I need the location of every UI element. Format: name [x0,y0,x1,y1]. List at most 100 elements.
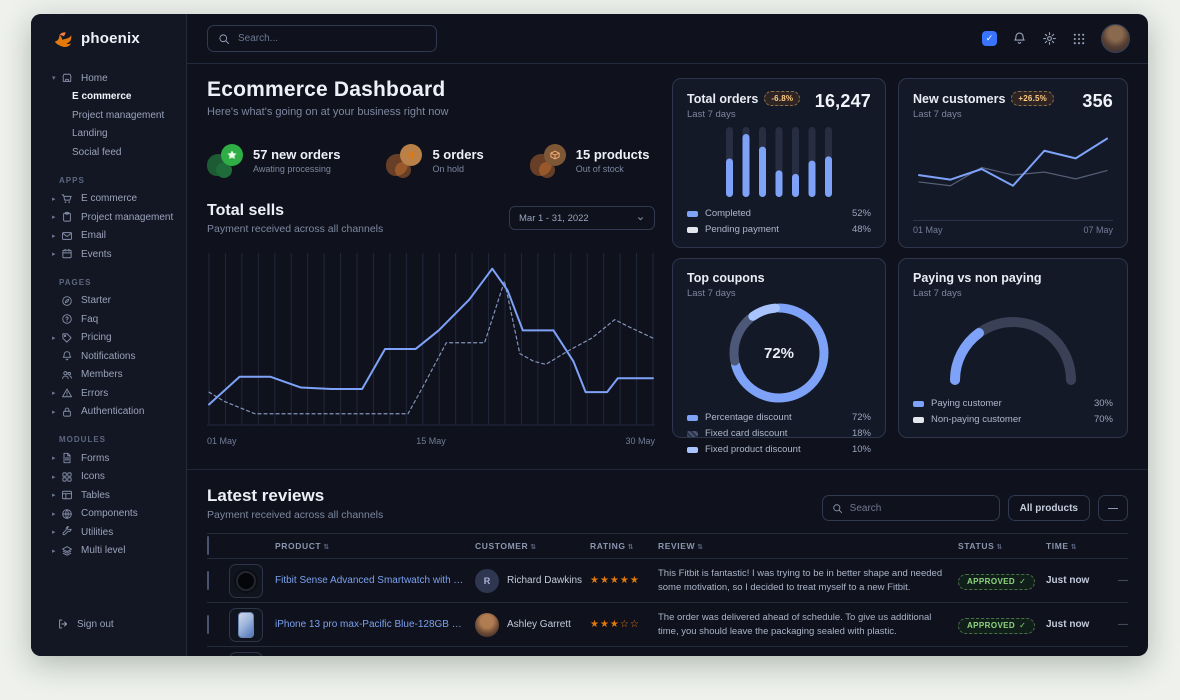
gear-icon[interactable] [1042,31,1057,46]
topbar-search[interactable] [207,25,437,52]
total-orders-value: 16,247 [814,91,871,111]
sidebar-item-label: Starter [81,295,112,307]
product-thumb-cell [229,607,275,642]
column-header-rating[interactable]: RATING ⇅ [590,541,635,551]
gear-icon [1043,32,1056,45]
chevron-right-icon: ▸ [52,408,56,416]
sidebar-item-home[interactable]: ▾ Home [31,69,186,88]
column-header-review[interactable]: REVIEW ⇅ [658,541,704,551]
table-icon [62,491,72,500]
chevron-right-icon: ▸ [52,473,56,481]
user-avatar[interactable] [1101,24,1130,53]
sidebar-item-label: Members [81,369,123,381]
sidebar-item-faq[interactable]: Faq [31,310,186,329]
file-icon [61,452,81,464]
sidebar-item-project-management[interactable]: Project management [31,106,186,125]
grid4-icon [62,472,72,482]
column-header-time[interactable]: TIME ⇅ [1046,541,1078,551]
product-link[interactable]: Fitbit Sense Advanced Smartwatch with To… [275,575,475,586]
paying-period: Last 7 days [913,288,962,299]
sidebar-item-project-management[interactable]: ▸ Project management [31,208,186,227]
top-coupons-donut-chart: 72% [687,299,871,407]
chevron-right-icon: ▸ [52,529,56,537]
top-coupons-donut-svg [729,303,829,403]
blob-shape [395,162,412,178]
customer-name: Ashley Garrett [507,619,571,630]
sidebar-item-forms[interactable]: ▸ Forms [31,449,186,468]
apps-grid-icon[interactable] [1072,32,1086,46]
chevron-right-icon: ▸ [52,232,56,240]
sidebar-item-tables[interactable]: ▸ Tables [31,486,186,505]
new-customers-x-axis: 01 May 07 May [913,220,1113,235]
reviews-search[interactable] [821,495,1000,521]
all-products-button[interactable]: All products [1007,495,1090,521]
sidebar-item-components[interactable]: ▸ Components [31,505,186,524]
legend-label: Non-paying customer [931,414,1022,425]
product-link[interactable]: iPhone 13 pro max-Pacific Blue-128GB sto… [275,619,475,630]
sidebar-item-events[interactable]: ▸ Events [31,245,186,264]
total-orders-badge: -6.8% [764,91,801,106]
sidebar-item-errors[interactable]: ▸ Errors [31,384,186,403]
sidebar-item-sign-out[interactable]: Sign out [31,600,186,656]
sidebar-item-notifications[interactable]: Notifications [31,347,186,366]
customer-cell[interactable]: Ashley Garrett [475,612,590,637]
sidebar-item-icons[interactable]: ▸ Icons [31,468,186,487]
stat-value: 5 orders [432,146,484,162]
reviews-search-input[interactable] [849,502,990,514]
compass-icon [62,296,72,306]
pause-icon [400,144,423,166]
sidebar-item-e-commerce[interactable]: E commerce [31,88,186,107]
stat-text: 15 products Out of stock [576,147,650,174]
table-row: iPhone 13 pro max-Pacific Blue-128GB sto… [207,603,1128,647]
row-checkbox[interactable] [207,570,209,590]
table-icon [61,489,81,501]
customer-cell[interactable]: R Richard Dawkins [475,568,590,593]
avatar: R [475,568,499,593]
legend-value: 10% [851,444,871,455]
column-header-status[interactable]: STATUS ⇅ [958,541,1003,551]
row-actions-button[interactable]: — [1118,619,1128,630]
sidebar-item-social-feed[interactable]: Social feed [31,143,186,162]
new-customers-line-svg [918,137,1108,187]
topbar-actions: ✓ [982,24,1130,53]
row-checkbox[interactable] [207,614,209,634]
sort-icon: ⇅ [627,544,635,551]
card-total-orders: Total orders -6.8% Last 7 days 16,247 Co… [672,78,886,248]
members-icon [61,369,81,381]
sidebar-item-starter[interactable]: Starter [31,292,186,311]
legend-label: Completed [705,208,751,219]
sidebar-item-e-commerce[interactable]: ▸ E commerce [31,190,186,209]
sidebar-item-authentication[interactable]: ▸ Authentication [31,403,186,422]
layers-icon [62,545,72,556]
tasks-check-icon[interactable]: ✓ [982,31,997,46]
sidebar-item-multi-level[interactable]: ▸ Multi level [31,542,186,561]
sidebar-item-email[interactable]: ▸ Email [31,227,186,246]
row-actions-button[interactable]: — [1118,575,1128,586]
globe-icon [62,509,72,519]
sidebar-item-members[interactable]: Members [31,366,186,385]
legend-value: 30% [1093,398,1113,409]
sidebar-item-pricing[interactable]: ▸ Pricing [31,329,186,348]
sidebar-section-label: PAGES [59,277,92,287]
apps-grid-icon [1073,33,1085,44]
brand[interactable]: phoenix [31,14,186,61]
sign-out-label: Sign out [77,618,114,630]
total-sells-x-axis: 01 May 15 May 30 May [207,436,655,446]
column-header-product[interactable]: PRODUCT ⇅ [275,541,330,551]
product-thumbnail [229,563,263,598]
select-all-checkbox[interactable] [207,536,209,555]
column-header-customer[interactable]: CUSTOMER ⇅ [475,541,537,551]
legend-swatch [687,446,698,453]
time-value: Just now [1046,575,1090,586]
sidebar-item-label: Faq [81,313,99,325]
sidebar-item-utilities[interactable]: ▸ Utilities [31,523,186,542]
search-input[interactable] [238,33,426,44]
bell-icon [61,350,81,362]
phone-image [238,611,254,638]
sidebar-section-label: APPS [59,175,85,185]
more-actions-button[interactable]: — [1098,495,1128,521]
bell-icon[interactable] [1012,31,1027,46]
sidebar-item-landing[interactable]: Landing [31,125,186,144]
card-total-orders-title: Total orders [687,91,759,106]
date-range-select[interactable]: Mar 1 - 31, 2022 [509,206,655,230]
